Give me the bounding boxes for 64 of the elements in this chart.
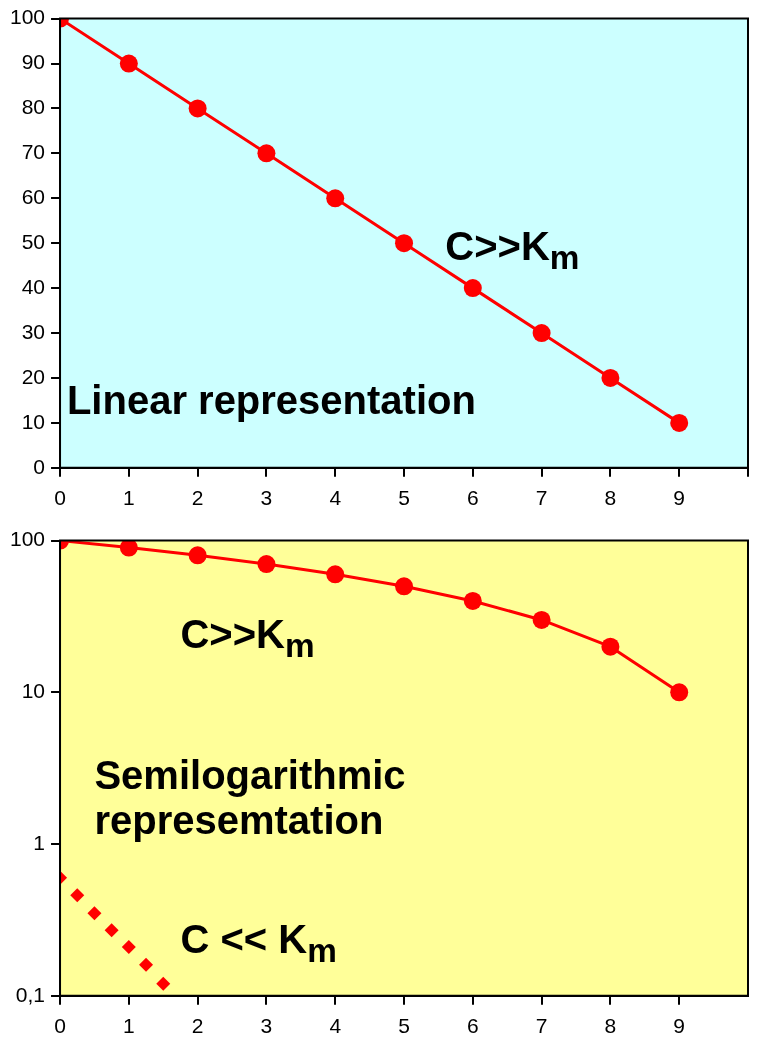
x-tick-label: 4 xyxy=(329,1014,342,1038)
y-tick-label: 30 xyxy=(21,319,46,343)
point xyxy=(156,976,171,991)
y-tick-label: 20 xyxy=(21,364,46,388)
point xyxy=(257,555,276,574)
x-tick-label: 7 xyxy=(535,486,548,510)
point xyxy=(463,591,482,610)
x-tick-label: 1 xyxy=(122,1014,135,1038)
x-tick-label: 9 xyxy=(673,486,686,510)
y-tick-label: 90 xyxy=(21,50,46,74)
point xyxy=(257,144,276,163)
point xyxy=(670,683,689,702)
point xyxy=(104,923,119,938)
point xyxy=(119,540,138,557)
annotation: Semilogarithmic represemtation xyxy=(94,753,406,844)
x-tick-label: 0 xyxy=(54,1014,66,1038)
y-tick-label: 60 xyxy=(21,185,46,209)
x-tick-label: 9 xyxy=(673,1014,686,1038)
x-tick-label: 6 xyxy=(466,486,479,510)
y-tick-label: 1 xyxy=(33,830,46,854)
point xyxy=(670,413,689,432)
x-tick-label: 4 xyxy=(329,486,342,510)
annotation: Linear representation xyxy=(66,377,476,423)
x-tick-label: 5 xyxy=(398,486,410,510)
y-tick-label: 0 xyxy=(33,454,46,478)
x-tick-label: 8 xyxy=(604,1014,617,1038)
point xyxy=(87,906,102,921)
y-tick-label: 70 xyxy=(21,140,46,164)
x-tick-label: 8 xyxy=(604,486,617,510)
point xyxy=(188,546,207,565)
point xyxy=(121,939,136,954)
x-tick-label: 0 xyxy=(54,486,66,510)
point xyxy=(395,234,414,253)
x-tick-label: 3 xyxy=(260,486,273,510)
x-tick-label: 2 xyxy=(191,486,204,510)
annotation: C>>K$_{m}$ xyxy=(180,611,315,665)
point xyxy=(601,637,620,656)
y-tick-label: 100 xyxy=(9,5,46,29)
x-tick-label: 7 xyxy=(535,1014,548,1038)
x-tick-label: 3 xyxy=(260,1014,273,1038)
point xyxy=(139,957,154,972)
point xyxy=(326,189,345,208)
point xyxy=(188,99,207,118)
y-tick-label: 80 xyxy=(21,95,46,119)
y-tick-label: 50 xyxy=(21,230,46,253)
point xyxy=(532,610,551,629)
annotation: C>>K$_{m}$ xyxy=(445,223,580,277)
point xyxy=(70,888,85,903)
annotation: C << K$_{m}$ xyxy=(180,916,337,970)
y-tick-label: 100 xyxy=(9,527,46,551)
point xyxy=(119,54,138,73)
x-tick-label: 6 xyxy=(466,1014,479,1038)
x-tick-label: 1 xyxy=(122,486,135,510)
x-tick-label: 2 xyxy=(191,1014,204,1038)
point xyxy=(532,324,551,343)
x-tick-label: 5 xyxy=(398,1014,410,1038)
point xyxy=(463,279,482,298)
y-tick-label: 40 xyxy=(21,274,46,298)
point xyxy=(601,368,620,387)
y-tick-label: 10 xyxy=(21,679,46,703)
point xyxy=(326,565,345,584)
y-tick-label: 10 xyxy=(21,409,46,433)
y-tick-label: 0,1 xyxy=(15,982,46,1006)
point xyxy=(395,577,414,596)
